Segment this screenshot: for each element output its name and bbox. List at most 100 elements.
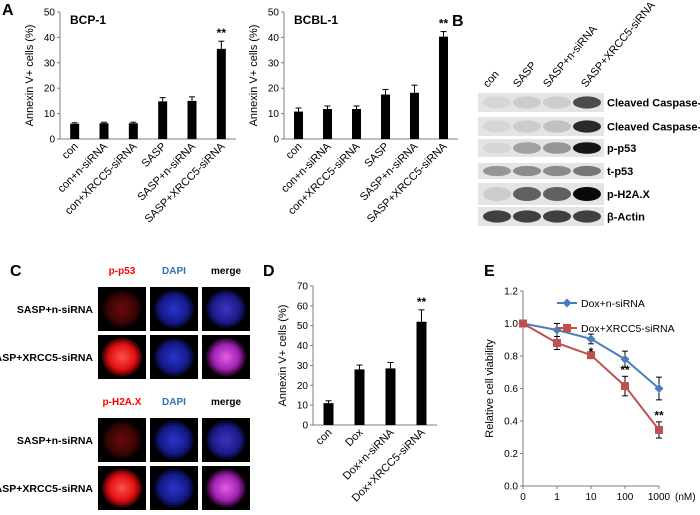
y-tick-label: 1.2 (504, 287, 518, 298)
category-label-0: con (60, 141, 81, 162)
significance-1: ** (620, 363, 630, 377)
blot-band-4-3 (573, 186, 601, 202)
bar-4 (187, 100, 197, 139)
y-tick-label: 20 (268, 84, 280, 95)
if-nucleus-1-1-0 (101, 468, 143, 508)
category-label-0: con (284, 141, 305, 162)
data-point-0-3 (620, 354, 630, 364)
if-nucleus-1-0-2 (205, 420, 247, 460)
data-point-1-4 (655, 425, 663, 434)
bar-0 (70, 123, 80, 139)
if-column-header-1-1: DAPI (162, 397, 186, 408)
bar-2 (352, 109, 361, 139)
blot-band-2-3 (573, 142, 601, 154)
y-axis-label: Annexin V+ cells (%) (277, 305, 289, 407)
lane-label-3: SASP+XRCC5-siRNA (579, 0, 658, 90)
y-tick-label: 50 (44, 8, 56, 19)
bar-5 (439, 36, 448, 139)
data-point-1-2 (587, 351, 595, 360)
y-tick-label: 50 (297, 321, 309, 332)
blot-band-2-1 (513, 142, 541, 154)
if-column-header-0-0: p-p53 (109, 266, 136, 277)
bar-1 (99, 123, 109, 139)
blot-band-2-2 (543, 142, 571, 154)
blot-band-2-0 (483, 142, 511, 154)
y-tick-label: 0.8 (504, 352, 518, 363)
significance-5: ** (439, 17, 449, 31)
y-tick-label: 20 (297, 381, 309, 392)
y-tick-label: 30 (268, 58, 280, 69)
western-blot-panel: con SASP SASP+n-siRNASASP+XRCC5-siRNACleav… (478, 0, 700, 226)
y-tick-label: 10 (44, 109, 56, 120)
significance-0: * (589, 345, 594, 359)
legend-marker-0 (562, 298, 572, 308)
y-tick-label: 0 (273, 135, 279, 146)
data-point-0-4 (654, 384, 664, 393)
band-label-4: p-H2A.X (607, 189, 650, 201)
bar-2 (128, 123, 138, 139)
chart-title: BCP-1 (70, 13, 106, 27)
significance-2: ** (654, 408, 664, 422)
blot-band-3-3 (573, 165, 601, 177)
blot-band-3-2 (543, 165, 571, 177)
y-tick-label: 20 (44, 84, 56, 95)
blot-band-0-0 (483, 96, 511, 109)
blot-band-4-0 (483, 186, 511, 202)
blot-band-1-0 (483, 120, 511, 133)
if-column-header-0-1: DAPI (162, 266, 186, 277)
y-axis-label: Relative cell viability (484, 339, 496, 438)
panel-label-b: B (452, 13, 464, 30)
y-tick-label: 10 (297, 401, 309, 412)
chart-title: BCBL-1 (294, 13, 338, 27)
x-tick-label: 0 (520, 492, 526, 503)
y-tick-label: 0.2 (504, 449, 518, 460)
if-nucleus-0-0-1 (153, 289, 195, 329)
y-tick-label: 60 (297, 301, 309, 312)
if-nucleus-1-1-2 (205, 468, 247, 508)
legend-label-0: Dox+n-siRNA (581, 298, 645, 310)
panel-label-d: D (263, 263, 275, 280)
blot-band-5-1 (513, 210, 541, 223)
legend-marker-1 (563, 324, 571, 332)
blot-band-0-3 (573, 96, 601, 109)
if-row-label-1-0: SASP+n-siRNA (17, 435, 94, 447)
category-label-1: Dox (343, 426, 366, 449)
band-label-2: p-p53 (607, 143, 636, 155)
data-point-0-1 (552, 325, 562, 335)
viability-line-chart: 0.0 0.2 0.4 0.6 0.8 1.0 1.2 0 1 10 100 1000 (nM) Rela… (484, 287, 696, 504)
blot-band-4-2 (543, 186, 571, 202)
panel-label-a: A (2, 2, 14, 19)
if-nucleus-1-1-1 (153, 468, 195, 508)
y-tick-label: 0 (49, 135, 55, 146)
if-nucleus-1-0-0 (101, 420, 143, 460)
dox-bar-chart: 0 10 20 30 40 50 60 70 Annexin V+ cells (%) con Do… (277, 282, 437, 504)
if-nucleus-0-0-0 (101, 289, 143, 329)
bar-2 (385, 368, 396, 425)
y-tick-label: 30 (297, 361, 309, 372)
bcbl1-bar-chart: 0 10 20 30 40 50 Annexin V+ cells (%) BCBL-1 con… (248, 8, 458, 225)
blot-band-1-1 (513, 120, 541, 133)
data-point-1-1 (553, 339, 561, 347)
if-nucleus-0-1-1 (153, 337, 195, 377)
immunofluorescence-panel: p-p53 DAPI merge SASP+n-siRNA SASP+XRCC5-siR… (0, 266, 250, 510)
blot-band-5-2 (543, 210, 571, 223)
x-tick-label: 100 (617, 492, 634, 503)
y-tick-label: 0.0 (504, 482, 518, 493)
y-tick-label: 30 (44, 58, 56, 69)
x-tick-label: 1 (554, 492, 560, 503)
significance-3: ** (417, 295, 427, 309)
y-tick-label: 40 (44, 33, 56, 44)
y-tick-label: 40 (268, 33, 280, 44)
if-nucleus-0-0-2 (205, 289, 247, 329)
bar-4 (410, 92, 419, 139)
blot-band-5-3 (573, 210, 601, 223)
data-point-0-2 (586, 334, 596, 344)
band-label-5: β-Actin (607, 212, 645, 224)
blot-band-0-1 (513, 96, 541, 109)
legend-label-1: Dox+XRCC5-siRNA (581, 323, 675, 335)
bar-0 (294, 111, 303, 139)
x-tick-label: 10 (585, 492, 597, 503)
panel-label-c: C (10, 263, 22, 280)
